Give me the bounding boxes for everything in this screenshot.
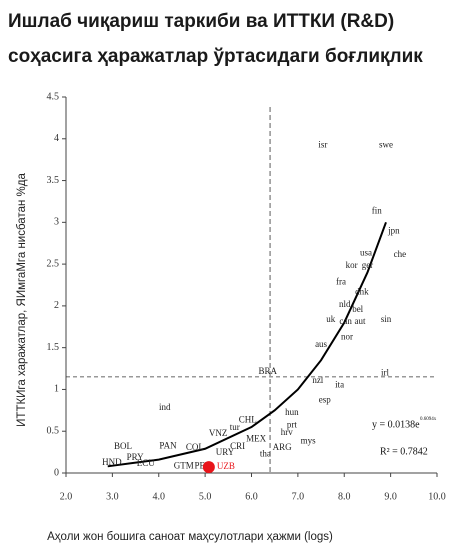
point-label: CHL: [239, 414, 257, 424]
point-label: kor: [346, 260, 358, 270]
point-label: ind: [159, 402, 171, 412]
x-tick-label: 10.0: [428, 491, 446, 502]
annotation: 0.6094x: [420, 417, 437, 422]
chart-title: соҳасига ҳаражатлар ўртасидаги боғлиқлик: [8, 46, 423, 67]
x-axis-label: Аҳоли жон бошига саноат маҳсулотлари ҳаж…: [47, 531, 333, 543]
point-label: nor: [341, 332, 353, 342]
point-label: fra: [336, 277, 346, 287]
annotation: y = 0.0138e: [372, 419, 420, 430]
point-label: can: [339, 316, 352, 326]
point-label: UZB: [217, 461, 235, 471]
point-label: aus: [315, 339, 327, 349]
point-label: hun: [285, 407, 299, 417]
y-tick-label: 0: [54, 467, 59, 478]
x-tick-label: 3.0: [106, 491, 119, 502]
fit-curve: [107, 221, 387, 468]
point-label: MEX: [246, 434, 267, 444]
point-label: che: [394, 249, 407, 259]
point-label: fin: [372, 206, 382, 216]
point-label: BRA: [258, 366, 277, 376]
point-label: VNZ: [209, 428, 228, 438]
point-label: GTM: [174, 460, 194, 470]
point-label: swe: [379, 140, 393, 150]
y-tick-label: 3: [54, 217, 59, 228]
point: [202, 461, 215, 474]
y-tick-label: 2: [54, 300, 59, 311]
point-label: PRY: [127, 452, 145, 462]
point-label: mys: [301, 435, 317, 445]
point-label: CRI: [230, 441, 245, 451]
y-tick-label: 0.5: [47, 426, 60, 437]
point-label: aut: [355, 316, 366, 326]
y-tick-label: 4: [54, 133, 59, 144]
point-label: esp: [319, 394, 331, 404]
point-label: HND: [102, 457, 122, 467]
point-label: PER: [195, 460, 212, 470]
point-label: COL: [186, 442, 204, 452]
point-label: hrv: [281, 427, 293, 437]
annotation: R² = 0.7842: [380, 446, 428, 457]
x-tick-label: 8.0: [338, 491, 351, 502]
point-label: tur: [230, 422, 240, 432]
point-label: bel: [352, 304, 363, 314]
y-tick-label: 3.5: [47, 175, 60, 186]
x-tick-label: 5.0: [199, 491, 212, 502]
point-label: PAN: [159, 440, 177, 450]
point-label: BOL: [114, 441, 132, 451]
point-label: nld: [339, 299, 351, 309]
x-tick-label: 2.0: [60, 491, 73, 502]
point-label: irl: [381, 368, 389, 378]
point-label: isr: [318, 140, 327, 150]
point-label: ECU: [137, 458, 156, 468]
x-tick-label: 4.0: [153, 491, 166, 502]
chart-title: Ишлаб чиқариш таркиби ва ИТТКИ (R&D): [8, 11, 394, 32]
point-label: ita: [335, 379, 344, 389]
point-label: URY: [216, 447, 235, 457]
point-label: tha: [260, 449, 271, 459]
point-label: prt: [287, 419, 297, 429]
point-label: uk: [326, 314, 336, 324]
y-tick-label: 1: [54, 384, 59, 395]
x-tick-label: 6.0: [245, 491, 258, 502]
point-label: sin: [381, 314, 392, 324]
x-tick-label: 7.0: [292, 491, 305, 502]
point-label: dnk: [355, 287, 369, 297]
point-label: ARG: [273, 442, 293, 452]
point-label: nzl: [312, 375, 323, 385]
point-label: usa: [360, 247, 372, 257]
y-tick-label: 4.5: [47, 91, 60, 102]
y-tick-label: 1.5: [47, 342, 60, 353]
y-axis-label: ИТТКИга харажатлар, ЯИмгаМга нисбатан %д…: [16, 173, 28, 427]
point-label: ger: [362, 260, 374, 270]
point-label: jpn: [387, 226, 400, 236]
y-tick-label: 2.5: [47, 258, 60, 269]
x-tick-label: 9.0: [384, 491, 397, 502]
